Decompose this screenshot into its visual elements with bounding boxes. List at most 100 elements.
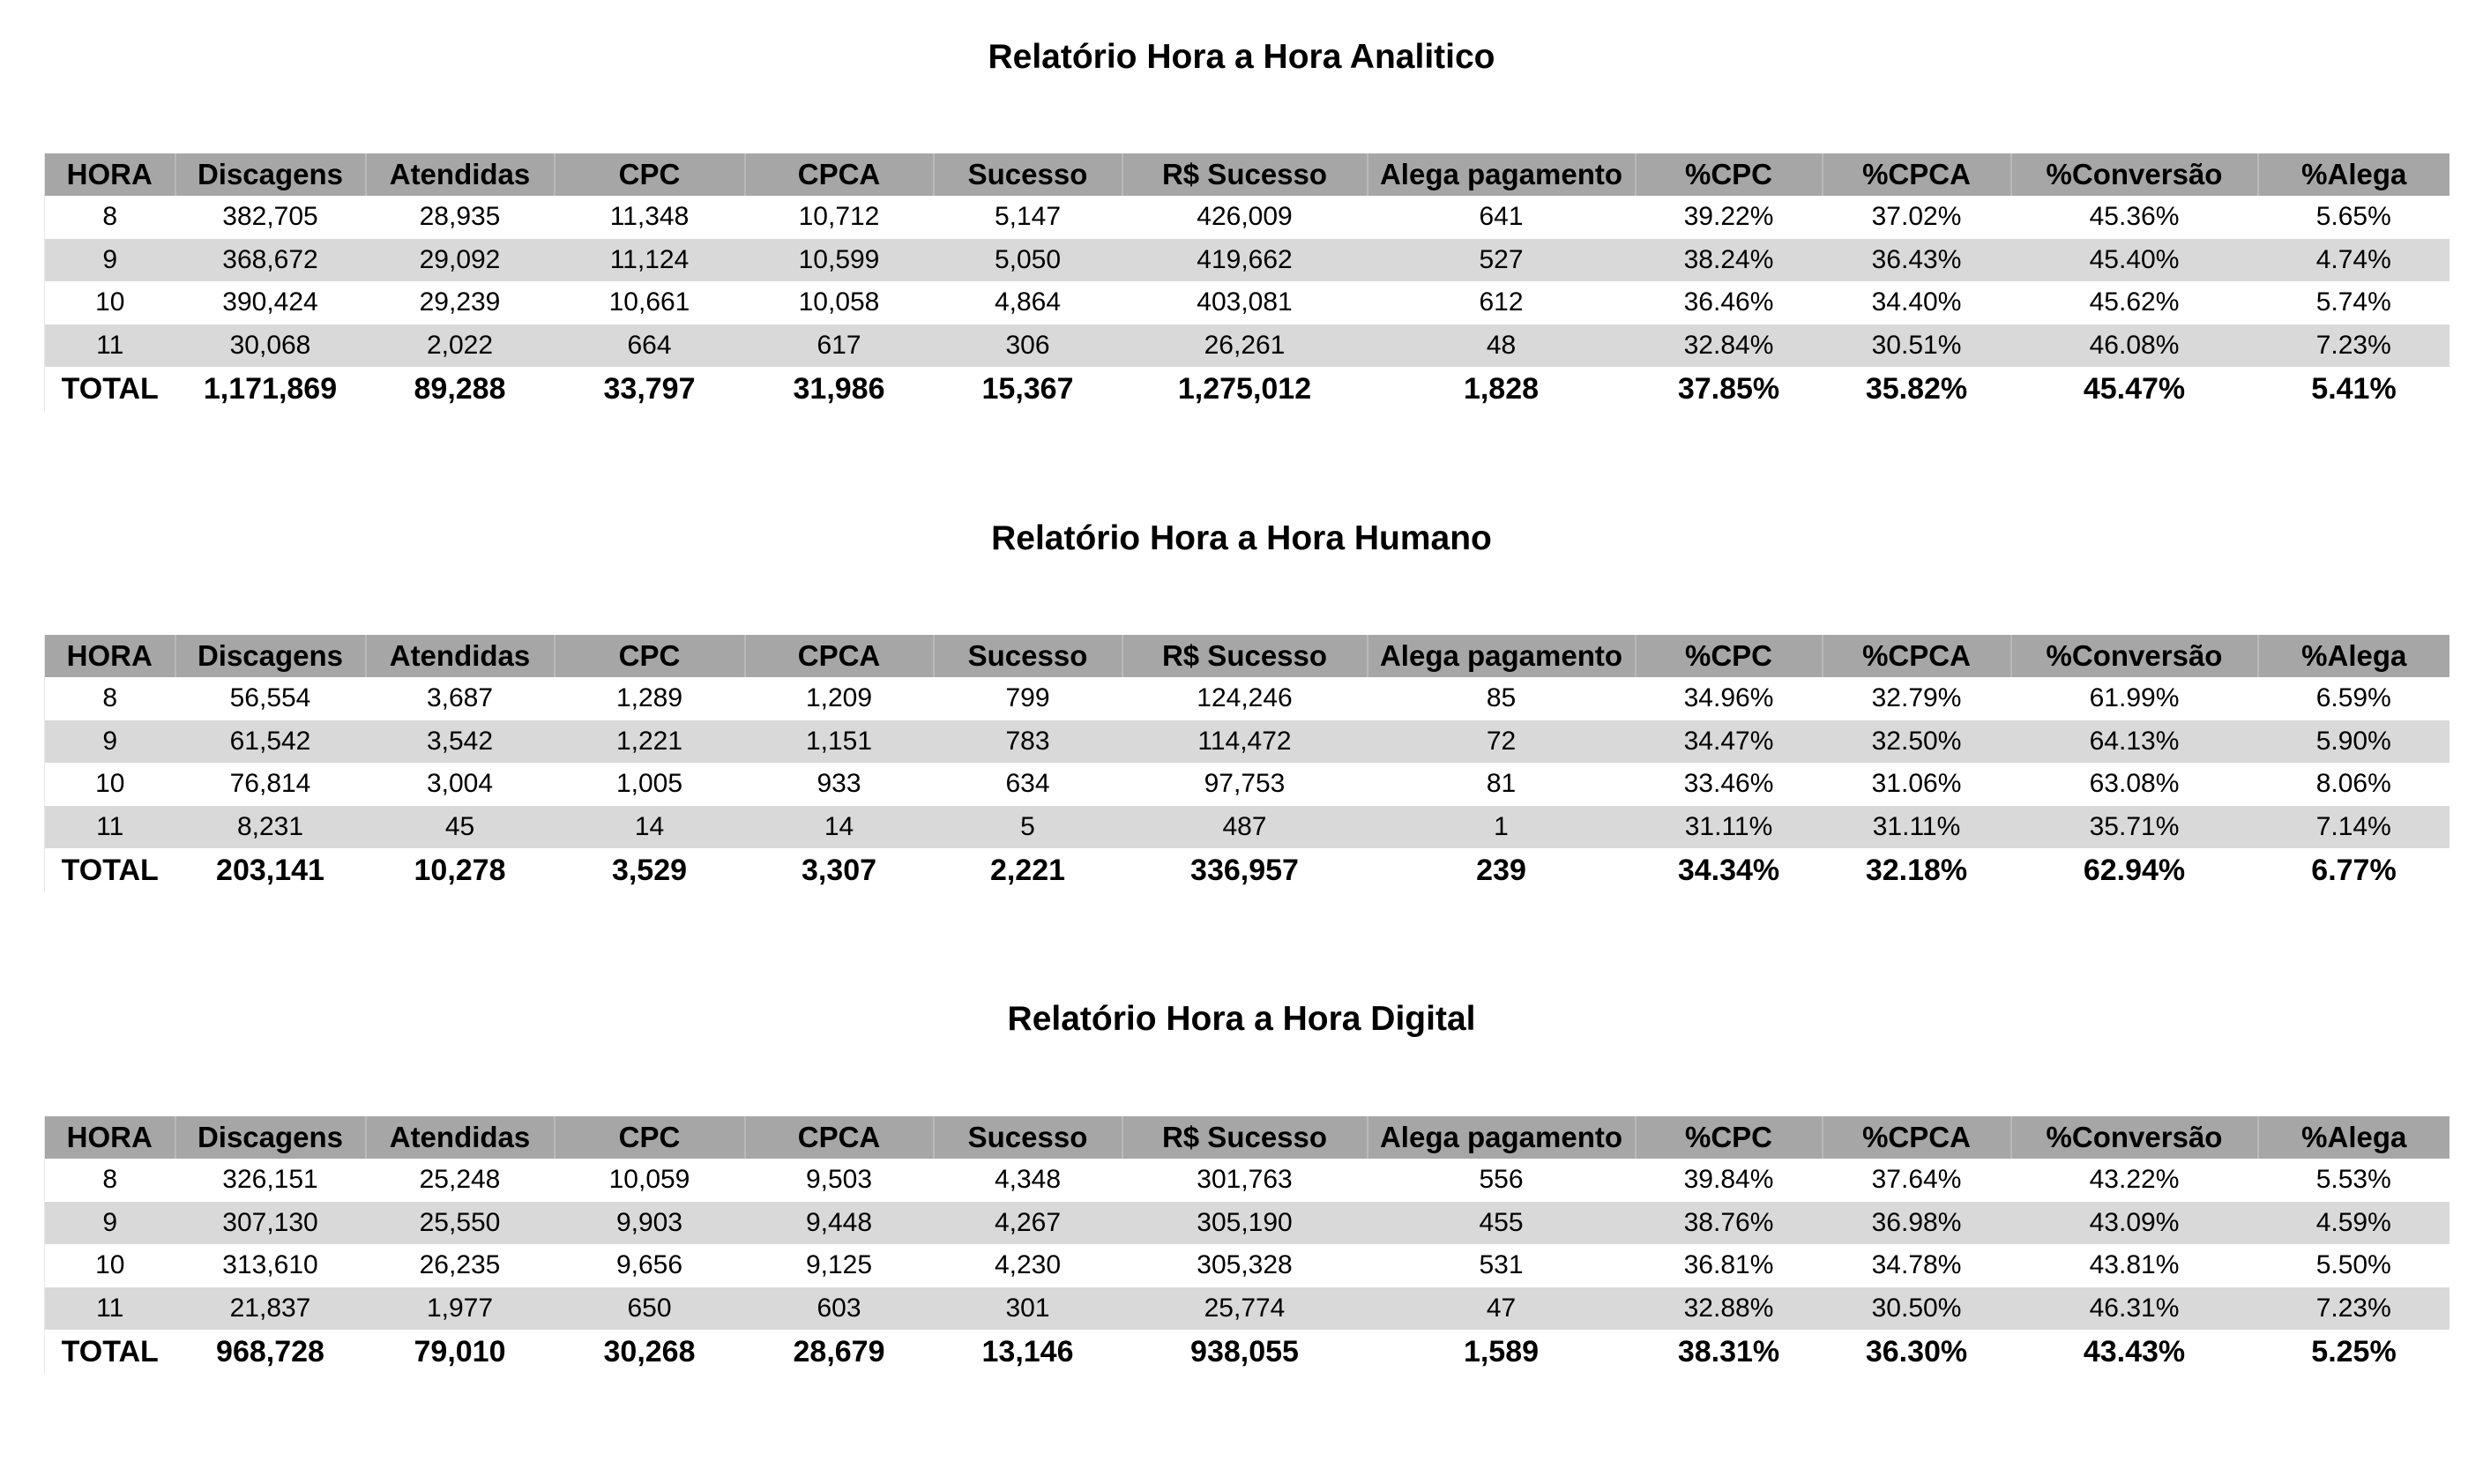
cell-cpc: 11,124 — [609, 244, 690, 274]
cell-discagens: 313,610 — [222, 1250, 318, 1280]
cell-hora: 11 — [44, 805, 175, 848]
cell-rs-sucesso: 419,662 — [1197, 244, 1293, 274]
table-row: 8 56,554 3,687 1,289 1,209 799 124,246 85 34.96%… — [44, 677, 2450, 720]
cell-pct-conversao: 45.62% — [2089, 287, 2180, 317]
cell-pct-conversao: 46.08% — [2089, 330, 2180, 360]
report-title: Relatório Hora a Hora Humano — [991, 519, 1492, 557]
cell-pct-conversao: 45.40% — [2089, 244, 2180, 274]
cell-pct-cpc: 38.24% — [1683, 244, 1774, 274]
total-cell-pct-conversao: 62.94% — [2083, 853, 2186, 887]
report-table: HORA Discagens Atendidas CPC CPCA Sucess… — [44, 153, 2450, 411]
total-cell-pct-cpc: 37.85% — [1677, 371, 1780, 406]
col-header-alega-pagamento: Alega pagamento — [1367, 1116, 1637, 1159]
cell-pct-cpc: 32.84% — [1683, 330, 1774, 360]
cell-atendidas: 1,977 — [426, 1293, 494, 1323]
cell-cpc: 11,348 — [609, 202, 690, 232]
cell-atendidas: 28,935 — [419, 202, 501, 232]
cell-cpca: 14 — [824, 811, 854, 841]
cell-cpca: 617 — [816, 330, 861, 360]
cell-pct-cpc: 31.11% — [1684, 811, 1773, 841]
col-header-pct-cpca: %CPCA — [1822, 1116, 2012, 1159]
table-row: 11 30,068 2,022 664 617 306 26,261 48 32.84% 30.5… — [44, 324, 2450, 367]
cell-pct-cpca: 30.50% — [1871, 1293, 1962, 1323]
cell-alega-pagamento: 85 — [1486, 683, 1517, 713]
col-header-pct-alega: %Alega — [2301, 158, 2407, 190]
cell-pct-cpc: 38.76% — [1683, 1207, 1774, 1237]
table-total-row: TOTAL 203,141 10,278 3,529 3,307 2,221 336,957… — [44, 848, 2450, 892]
cell-pct-cpca: 37.64% — [1871, 1165, 1962, 1195]
cell-cpca: 9,448 — [805, 1207, 873, 1237]
cell-cpca: 1,209 — [805, 683, 873, 713]
cell-pct-conversao: 43.22% — [2089, 1165, 2180, 1195]
cell-discagens: 76,814 — [229, 769, 311, 799]
col-header-pct-cpca: %CPCA — [1822, 635, 2012, 677]
cell-rs-sucesso: 305,328 — [1197, 1250, 1293, 1280]
cell-pct-conversao: 43.81% — [2089, 1250, 2180, 1280]
cell-atendidas: 3,542 — [426, 726, 494, 756]
cell-cpc: 650 — [627, 1293, 672, 1323]
cell-discagens: 307,130 — [222, 1207, 318, 1237]
cell-hora: 8 — [44, 677, 175, 720]
total-cell-alega-pagamento: 239 — [1476, 853, 1526, 887]
cell-cpca: 933 — [816, 769, 861, 799]
cell-pct-cpc: 36.46% — [1683, 287, 1774, 317]
cell-rs-sucesso: 487 — [1222, 811, 1267, 841]
cell-hora: 11 — [44, 324, 175, 367]
cell-atendidas: 25,248 — [419, 1165, 501, 1195]
cell-pct-alega: 6.59% — [2315, 683, 2391, 713]
table-row: 9 307,130 25,550 9,903 9,448 4,267 305,190 455 3… — [44, 1201, 2450, 1244]
table-header-row: HORA Discagens Atendidas CPC CPCA Sucess… — [44, 153, 2450, 196]
total-cell-pct-cpca: 35.82% — [1865, 371, 1968, 406]
cell-cpc: 9,656 — [615, 1250, 683, 1280]
table-row: 10 76,814 3,004 1,005 933 634 97,753 81 33.46% 31… — [44, 763, 2450, 806]
cell-atendidas: 2,022 — [426, 330, 494, 360]
total-cell-sucesso: 2,221 — [989, 853, 1066, 887]
cell-hora: 10 — [44, 281, 175, 324]
cell-hora: 10 — [44, 1244, 175, 1287]
col-header-cpc: CPC — [554, 635, 746, 677]
cell-sucesso: 301 — [1005, 1293, 1050, 1323]
cell-atendidas: 25,550 — [419, 1207, 501, 1237]
cell-pct-cpca: 34.40% — [1871, 287, 1962, 317]
table-row: 10 313,610 26,235 9,656 9,125 4,230 305,328 531… — [44, 1244, 2450, 1287]
cell-pct-cpc: 34.96% — [1683, 683, 1774, 713]
col-header-rs-sucesso: R$ Sucesso — [1122, 153, 1368, 196]
total-cell-cpc: 3,529 — [611, 853, 688, 887]
cell-discagens: 382,705 — [222, 202, 318, 232]
cell-alega-pagamento: 612 — [1479, 287, 1524, 317]
cell-pct-alega: 5.90% — [2315, 726, 2391, 756]
cell-sucesso: 306 — [1005, 330, 1050, 360]
cell-hora: 9 — [44, 238, 175, 281]
total-cell-rs-sucesso: 938,055 — [1190, 1334, 1299, 1368]
cell-pct-conversao: 45.36% — [2089, 202, 2180, 232]
col-header-pct-conversao: %Conversão — [2010, 153, 2259, 196]
cell-pct-cpc: 34.47% — [1683, 726, 1774, 756]
total-cell-pct-cpca: 32.18% — [1865, 853, 1968, 887]
total-cell-cpc: 30,268 — [603, 1334, 696, 1368]
cell-pct-cpca: 31.06% — [1871, 769, 1962, 799]
total-cell-sucesso: 15,367 — [981, 371, 1074, 406]
col-header-sucesso: Sucesso — [933, 153, 1123, 196]
cell-sucesso: 4,230 — [994, 1250, 1062, 1280]
cell-rs-sucesso: 114,472 — [1197, 726, 1292, 756]
cell-alega-pagamento: 455 — [1479, 1207, 1524, 1237]
cell-alega-pagamento: 81 — [1486, 769, 1517, 799]
cell-pct-cpc: 39.84% — [1683, 1165, 1774, 1195]
cell-cpc: 1,005 — [615, 769, 683, 799]
cell-alega-pagamento: 641 — [1479, 202, 1524, 232]
table-header-row: HORA Discagens Atendidas CPC CPCA Sucess… — [44, 635, 2450, 677]
cell-rs-sucesso: 124,246 — [1197, 683, 1293, 713]
cell-pct-cpca: 32.50% — [1871, 726, 1962, 756]
cell-rs-sucesso: 426,009 — [1197, 202, 1293, 232]
cell-pct-cpca: 34.78% — [1871, 1250, 1962, 1280]
total-cell-pct-cpc: 38.31% — [1677, 1334, 1780, 1368]
cell-cpca: 10,712 — [798, 202, 880, 232]
table-row: 11 8,231 45 14 14 5 487 1 31.11% 31.11% 35.71% 7.14… — [44, 805, 2450, 848]
total-cell-atendidas: 79,010 — [414, 1334, 506, 1368]
total-cell-discagens: 968,728 — [216, 1334, 324, 1368]
table-row: 10 390,424 29,239 10,661 10,058 4,864 403,081 6… — [44, 281, 2450, 324]
total-cell-cpc: 33,797 — [603, 371, 696, 406]
cell-sucesso: 783 — [1005, 726, 1050, 756]
cell-pct-alega: 7.14% — [2315, 811, 2391, 841]
cell-sucesso: 5 — [1020, 811, 1035, 841]
